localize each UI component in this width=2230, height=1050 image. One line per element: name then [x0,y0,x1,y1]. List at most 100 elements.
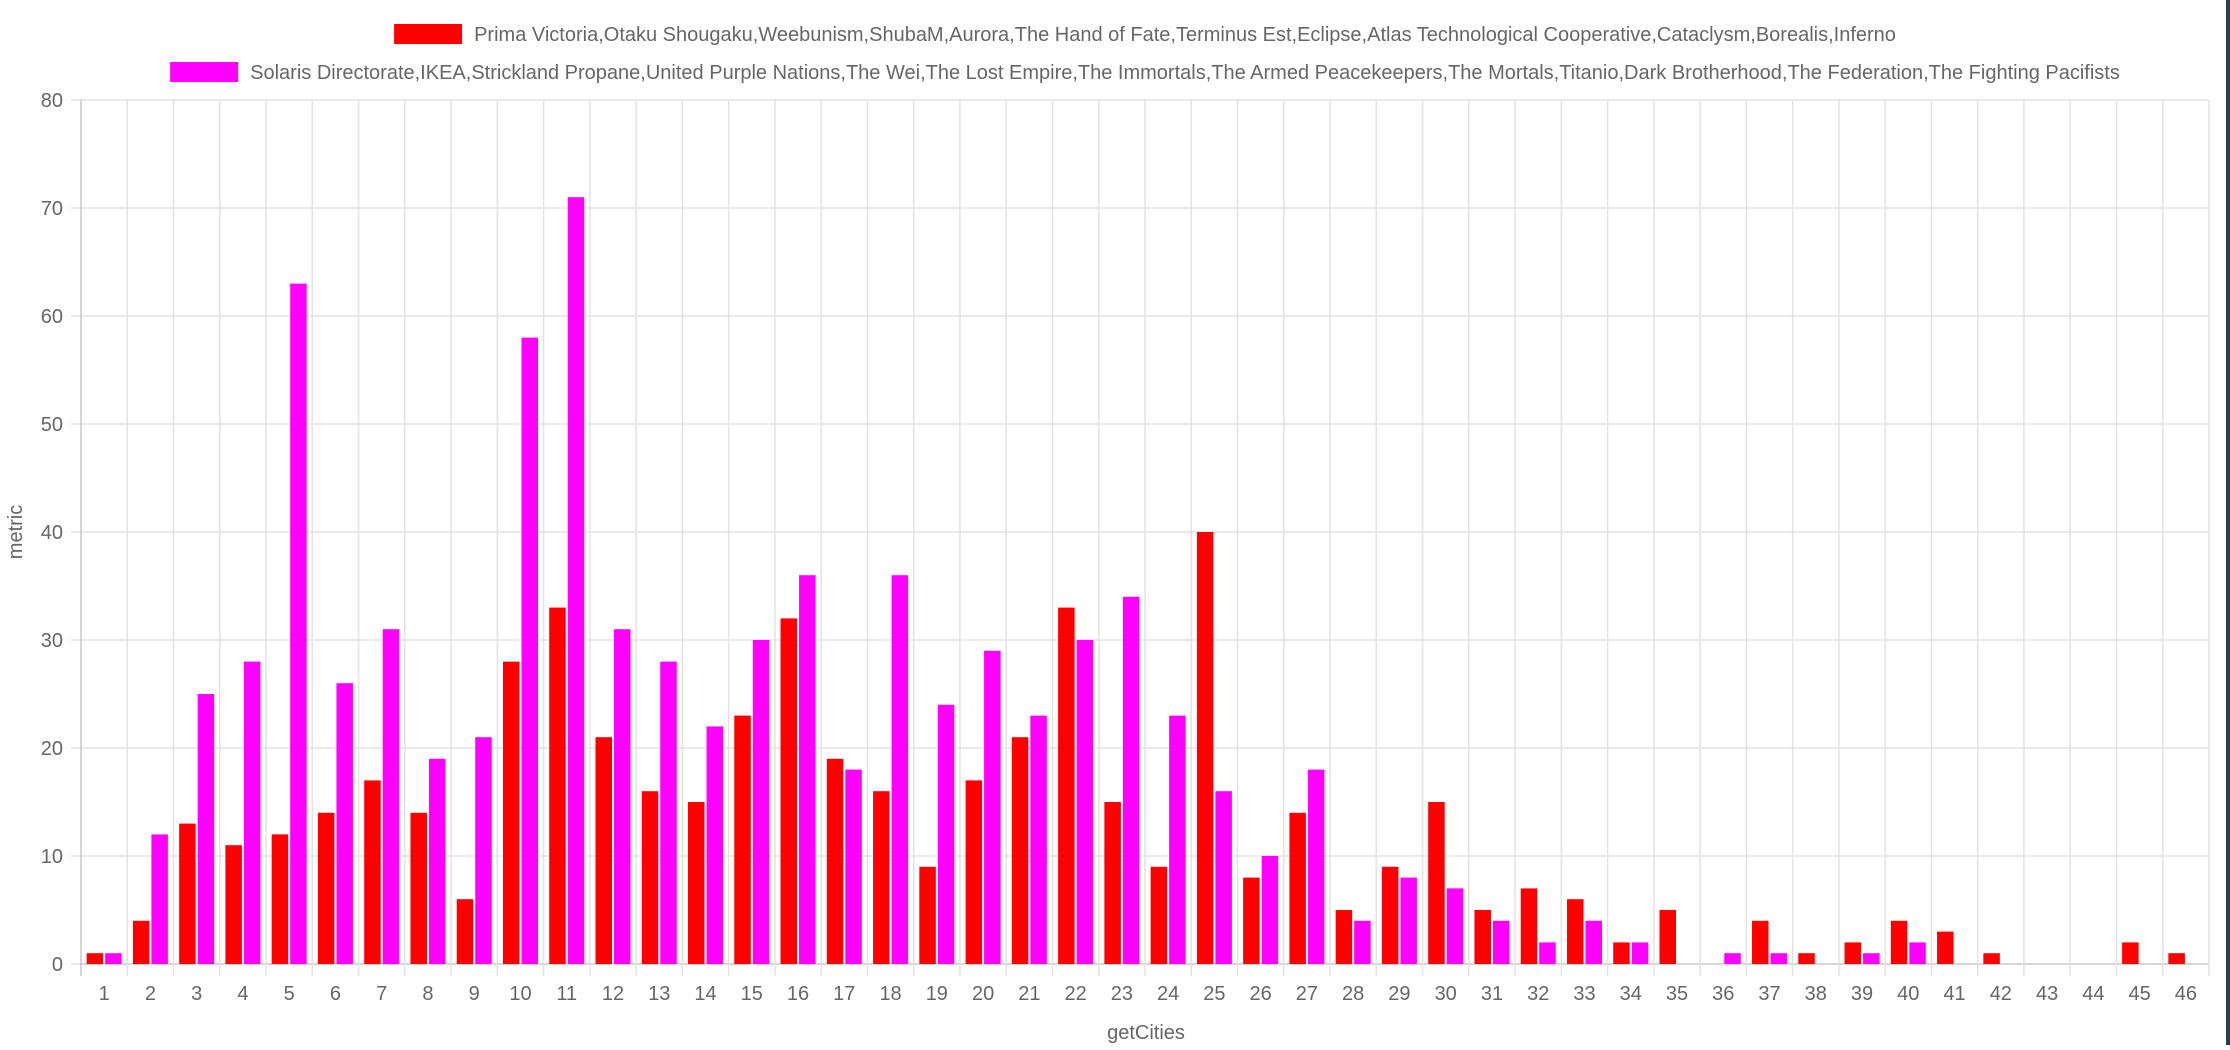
bar-s1-11 [549,607,566,964]
x-tick-label: 1 [99,983,110,1005]
bar-s1-20 [965,780,983,964]
bar-s1-45 [2122,942,2139,964]
bar-s1-42 [1983,953,2000,964]
bar-s2-3 [197,694,215,964]
bar-s1-25 [1196,532,1214,964]
x-tick-label: 11 [556,983,577,1005]
bar-s1-26 [1243,877,1260,964]
bar-s2-34 [1631,942,1649,964]
x-tick-label: 19 [926,983,948,1005]
x-tick-label: 40 [1897,983,1919,1005]
bar-s2-7 [382,629,400,964]
x-tick-label: 22 [1064,983,1086,1005]
y-tick-label: 70 [41,198,63,220]
legend: Prima Victoria,Otaku Shougaku,Weebunism,… [170,24,2120,84]
x-tick-label: 18 [879,983,901,1005]
bar-s1-12 [595,737,612,964]
x-tick-label: 26 [1250,983,1272,1005]
bar-s2-1 [105,953,122,964]
legend-swatch [394,24,463,44]
bar-s2-13 [660,661,677,964]
bar-s1-22 [1058,607,1075,964]
bars [86,197,2185,965]
bar-s1-24 [1150,866,1168,964]
bar-s2-27 [1307,769,1325,964]
x-tick-label: 27 [1296,983,1318,1005]
bar-s1-41 [1937,931,1954,964]
x-tick-label: 28 [1342,983,1364,1005]
bar-s2-4 [243,661,261,964]
bar-s2-14 [706,726,724,964]
x-tick-label: 17 [833,983,855,1005]
bar-s1-7 [364,780,381,964]
x-tick-label: 25 [1203,983,1225,1005]
bar-s1-34 [1613,942,1630,964]
bar-s1-13 [641,791,659,964]
bar-s1-14 [688,802,705,964]
bar-s1-10 [502,661,520,964]
bar-s2-31 [1492,920,1510,964]
x-tick-label: 39 [1851,983,1873,1005]
bar-s2-26 [1261,856,1279,964]
x-tick-label: 23 [1111,983,1133,1005]
bar-s2-10 [521,337,538,965]
bar-s1-33 [1566,899,1584,964]
bar-s2-17 [845,769,862,964]
x-tick-label: 32 [1527,983,1549,1005]
x-tick-label: 2 [145,983,156,1005]
bar-s1-39 [1844,942,1862,964]
bar-s1-29 [1381,866,1399,964]
bar-s1-37 [1752,920,1769,964]
bar-s2-2 [151,834,168,964]
y-tick-label: 0 [52,954,63,976]
x-tick-label: 31 [1481,983,1503,1005]
bar-s1-2 [132,920,150,964]
grid [71,99,2210,976]
x-tick-label: 7 [376,983,387,1005]
x-tick-label: 43 [2036,983,2058,1005]
bar-s2-36 [1724,953,1741,964]
bar-s1-18 [873,791,890,964]
x-tick-label: 21 [1018,983,1040,1005]
bar-s2-20 [984,650,1001,964]
bar-s1-23 [1104,802,1121,964]
bar-s1-32 [1520,888,1538,964]
bar-s2-29 [1400,877,1417,964]
y-tick-label: 40 [41,522,63,544]
x-tick-label: 35 [1666,983,1688,1005]
bar-s1-31 [1474,910,1491,964]
x-tick-label: 37 [1758,983,1780,1005]
bar-s2-22 [1076,640,1094,964]
bar-s2-37 [1770,953,1788,964]
x-tick-label: 34 [1620,983,1642,1005]
bar-s1-30 [1428,802,1445,964]
bar-s1-19 [919,866,936,964]
bar-s1-16 [780,618,798,964]
x-tick-label: 36 [1712,983,1734,1005]
bar-s1-46 [2168,953,2185,964]
bar-s2-39 [1863,953,1880,964]
x-tick-label: 38 [1805,983,1827,1005]
x-tick-label: 15 [741,983,763,1005]
x-tick-label: 3 [191,983,202,1005]
x-tick-label: 9 [469,983,480,1005]
bar-s1-4 [225,845,242,964]
x-axis-title: getCities [1107,1022,1185,1044]
bar-s1-15 [734,715,751,964]
x-tick-label: 8 [422,983,433,1005]
legend-swatch [170,62,239,82]
y-tick-label: 10 [41,846,63,868]
x-tick-label: 29 [1388,983,1410,1005]
y-axis-title: metric [5,505,27,559]
bar-s2-16 [799,575,816,964]
x-tick-label: 42 [1990,983,2012,1005]
x-tick-label: 16 [787,983,809,1005]
bar-s1-17 [826,758,844,964]
legend-item-2: Solaris Directorate,IKEA,Strickland Prop… [170,62,2120,84]
x-tick-label: 4 [237,983,248,1005]
x-tick-label: 44 [2082,983,2104,1005]
bar-s1-40 [1890,920,1908,964]
bar-s2-18 [891,575,909,964]
bar-s2-12 [614,629,631,964]
